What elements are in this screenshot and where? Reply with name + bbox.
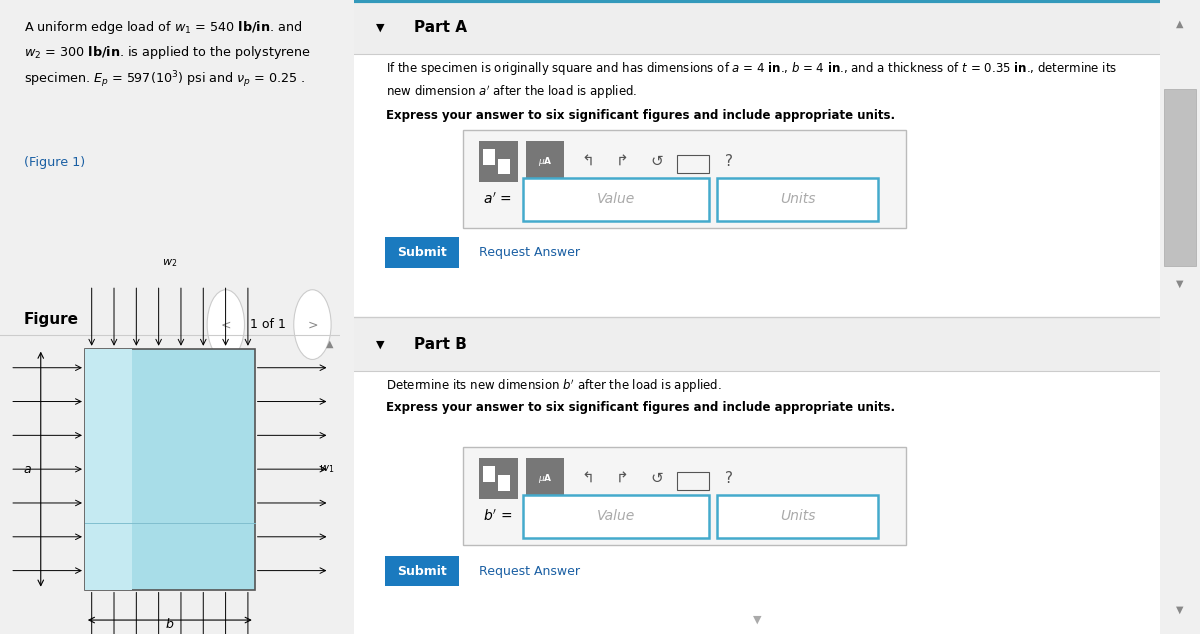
Text: ▲: ▲ [1176, 19, 1184, 29]
Text: A uniform edge load of $w_1$ = 540 $\bf{lb/in}$. and
$w_2$ = 300 $\bf{lb/in}$. i: A uniform edge load of $w_1$ = 540 $\bf{… [24, 19, 311, 91]
Bar [1164, 89, 1196, 266]
Text: ↱: ↱ [616, 154, 629, 169]
Bar [354, 0, 1160, 54]
Bar [523, 495, 709, 538]
Text: $\mu$A: $\mu$A [538, 472, 552, 485]
Bar [479, 141, 517, 182]
Text: ?: ? [725, 471, 733, 486]
Text: $w_1$: $w_1$ [319, 463, 335, 475]
Text: $b$: $b$ [166, 617, 174, 631]
Text: 1 of 1: 1 of 1 [251, 318, 287, 331]
Bar [498, 476, 510, 491]
Text: ↰: ↰ [582, 471, 594, 486]
Text: ↱: ↱ [616, 471, 629, 486]
Bar [463, 130, 906, 228]
Text: ▼: ▼ [752, 614, 762, 624]
Text: Express your answer to six significant figures and include appropriate units.: Express your answer to six significant f… [386, 401, 895, 414]
Bar [385, 556, 458, 586]
Bar [85, 349, 254, 590]
Bar [385, 237, 458, 268]
Text: Submit: Submit [397, 246, 446, 259]
Text: Part A: Part A [414, 20, 468, 35]
Text: (Figure 1): (Figure 1) [24, 156, 85, 169]
Bar [354, 371, 1160, 634]
Bar [526, 141, 564, 182]
Bar [498, 158, 510, 174]
Text: $b'$ =: $b'$ = [484, 508, 512, 524]
Text: Units: Units [780, 509, 815, 523]
Text: $w_2$: $w_2$ [162, 257, 178, 269]
Text: >: > [307, 318, 318, 331]
Bar [484, 149, 496, 165]
Bar [354, 54, 1160, 317]
Text: $a'$ =: $a'$ = [484, 191, 511, 207]
Text: <: < [221, 318, 232, 331]
Text: Units: Units [780, 192, 815, 206]
Text: ↺: ↺ [650, 154, 664, 169]
Text: Express your answer to six significant figures and include appropriate units.: Express your answer to six significant f… [386, 109, 895, 122]
Bar [523, 178, 709, 221]
Circle shape [294, 290, 331, 359]
Text: ▼: ▼ [376, 339, 384, 349]
Bar [85, 349, 132, 590]
Text: ↺: ↺ [650, 471, 664, 486]
Text: Submit: Submit [397, 565, 446, 578]
Text: $a$: $a$ [23, 463, 31, 476]
Text: Request Answer: Request Answer [479, 565, 580, 578]
Text: Value: Value [596, 509, 635, 523]
Bar [716, 495, 878, 538]
Text: $\mu$A: $\mu$A [538, 155, 552, 168]
Bar [479, 458, 517, 499]
Text: Request Answer: Request Answer [479, 246, 580, 259]
Bar [354, 317, 1160, 371]
Text: ▼: ▼ [376, 22, 384, 32]
Text: Determine its new dimension $b'$ after the load is applied.: Determine its new dimension $b'$ after t… [386, 377, 722, 395]
Text: ?: ? [725, 154, 733, 169]
Text: Value: Value [596, 192, 635, 206]
Text: ▼: ▼ [1176, 279, 1184, 289]
Bar [484, 466, 496, 482]
Text: Figure: Figure [24, 312, 79, 327]
Bar [677, 155, 709, 173]
Text: If the specimen is originally square and has dimensions of $a$ = 4 $\bf{in}$., $: If the specimen is originally square and… [386, 60, 1117, 77]
Text: ▼: ▼ [1176, 605, 1184, 615]
Circle shape [208, 290, 245, 359]
Text: Part B: Part B [414, 337, 467, 352]
Text: ↰: ↰ [582, 154, 594, 169]
Bar [677, 472, 709, 490]
Bar [716, 178, 878, 221]
Text: ▲: ▲ [325, 339, 334, 349]
Bar [526, 458, 564, 499]
Bar [463, 447, 906, 545]
Text: new dimension $a'$ after the load is applied.: new dimension $a'$ after the load is app… [386, 84, 637, 101]
